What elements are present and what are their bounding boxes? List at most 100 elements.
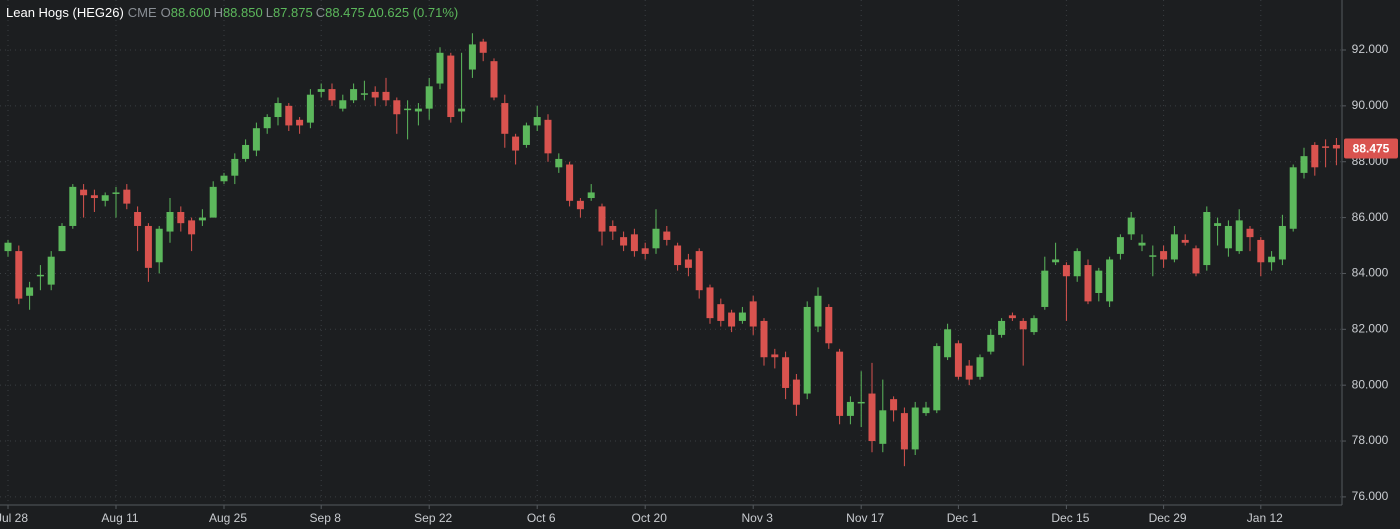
- x-tick-label: Dec 1: [947, 511, 979, 525]
- candle-body: [252, 128, 260, 151]
- y-tick-label: 76.000: [1352, 489, 1389, 503]
- price-badge-label: 88.475: [1353, 142, 1390, 156]
- candle-body: [263, 117, 271, 129]
- candle-body: [868, 393, 876, 442]
- candle-body: [1203, 211, 1211, 266]
- candle-body: [566, 164, 574, 201]
- candle-body: [1278, 225, 1286, 260]
- candle-body: [90, 195, 98, 199]
- candle-body: [684, 259, 692, 268]
- candle-body: [836, 351, 844, 416]
- candle-body: [242, 144, 250, 159]
- candle-body: [1095, 270, 1103, 294]
- candle-body: [490, 61, 498, 98]
- x-tick-label: Oct 20: [632, 511, 668, 525]
- candle-body: [123, 189, 131, 204]
- candle-body: [317, 89, 325, 92]
- high-letter: H: [214, 5, 223, 20]
- y-tick-label: 80.000: [1352, 377, 1389, 391]
- candle-body: [220, 175, 228, 182]
- candle-body: [1311, 144, 1319, 168]
- candle-body: [760, 320, 768, 358]
- candle-body: [728, 312, 736, 327]
- candle-body: [1170, 234, 1178, 260]
- candle-body: [134, 211, 142, 226]
- candle-body: [814, 295, 822, 327]
- candle-body: [1289, 167, 1297, 229]
- candle-body: [749, 301, 757, 327]
- candle-body: [825, 306, 833, 344]
- grid: [0, 0, 1342, 505]
- candle-body: [1019, 320, 1027, 330]
- candle-body: [522, 125, 530, 145]
- chart-header: Lean Hogs (HEG26) CME O88.600 H88.850 L87.87…: [6, 5, 458, 20]
- candle-body: [598, 206, 606, 232]
- candle-body: [468, 44, 476, 70]
- x-tick-label: Oct 6: [527, 511, 556, 525]
- candle-body: [447, 55, 455, 118]
- candle-body: [803, 306, 811, 394]
- candle-body: [922, 407, 930, 414]
- candle-body: [274, 103, 282, 118]
- x-tick-label: Sep 22: [414, 511, 452, 525]
- axes: 76.00078.00080.00082.00084.00086.00088.0…: [0, 42, 1398, 525]
- candle-body: [609, 225, 617, 232]
- candle-body: [371, 91, 379, 98]
- candle-body: [177, 211, 185, 224]
- candle-body: [339, 100, 347, 109]
- candle-body: [414, 108, 422, 112]
- candle-body: [382, 91, 390, 101]
- candle-body: [101, 195, 109, 201]
- y-tick-label: 86.000: [1352, 210, 1389, 224]
- candle-body: [900, 413, 908, 450]
- candle-body: [436, 52, 444, 84]
- candle-body: [1116, 237, 1124, 254]
- candle-body: [1192, 248, 1200, 274]
- candle-body: [674, 245, 682, 266]
- candle-body: [846, 401, 854, 416]
- candle-body: [1181, 239, 1189, 243]
- open-value: 88.600: [171, 5, 211, 20]
- candle-body: [306, 94, 314, 123]
- candle-body: [911, 407, 919, 450]
- candle-body: [771, 354, 779, 358]
- candle-body: [479, 41, 487, 53]
- y-tick-label: 84.000: [1352, 266, 1389, 280]
- candle-body: [944, 329, 952, 358]
- candle-body: [544, 119, 552, 154]
- candle-body: [58, 225, 66, 252]
- candle-body: [933, 346, 941, 411]
- candle-body: [954, 343, 962, 377]
- candle-body: [576, 200, 584, 210]
- candle-body: [1214, 223, 1222, 226]
- candle-body: [112, 192, 120, 194]
- candle-body: [976, 357, 984, 377]
- x-tick-label: Nov 3: [742, 511, 774, 525]
- y-tick-label: 90.000: [1352, 98, 1389, 112]
- candle-body: [1246, 228, 1254, 238]
- candle-body: [890, 399, 898, 411]
- candle-body: [393, 100, 401, 115]
- candle-body: [404, 108, 412, 111]
- candle-body: [1268, 256, 1276, 263]
- low-letter: L: [266, 5, 273, 20]
- open-letter: O: [161, 5, 171, 20]
- symbol: Lean Hogs (HEG26): [6, 5, 124, 20]
- x-tick-label: Aug 11: [101, 511, 138, 525]
- candle-body: [425, 86, 433, 109]
- candle-body: [26, 287, 34, 296]
- candle-body: [1332, 144, 1340, 149]
- x-tick-label: Nov 17: [846, 511, 884, 525]
- candles: [4, 33, 1340, 467]
- candle-body: [641, 248, 649, 254]
- candle-body: [879, 410, 887, 444]
- candle-body: [620, 237, 628, 246]
- candle-body: [965, 365, 973, 380]
- candle-body: [155, 228, 163, 263]
- candle-body: [717, 304, 725, 321]
- candle-body: [47, 256, 55, 285]
- x-tick-label: Dec 15: [1051, 511, 1089, 525]
- candle-body: [36, 274, 44, 277]
- change: Δ0.625 (0.71%): [368, 5, 458, 20]
- x-tick-label: Jan 12: [1247, 511, 1283, 525]
